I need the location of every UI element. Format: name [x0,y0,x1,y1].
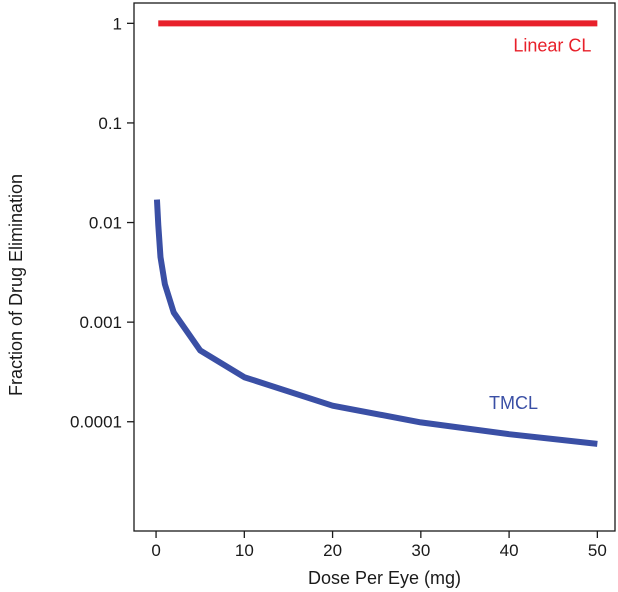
x-tick-label: 40 [500,541,519,560]
series-lines [153,20,598,447]
plot-border [133,2,616,532]
y-tick-label: 0.0001 [70,413,122,432]
y-axis: 1 0.1 0.01 0.001 0.0001 [70,14,134,432]
y-axis-title: Fraction of Drug Elimination [6,174,26,396]
series-label-tmcl: TMCL [489,393,538,413]
y-tick-label: 0.1 [98,114,122,133]
y-tick-label: 0.01 [89,214,122,233]
x-axis-title: Dose Per Eye (mg) [308,568,461,588]
x-tick-label: 20 [323,541,342,560]
series-line-tmcl [153,199,598,447]
x-tick-label: 10 [235,541,254,560]
x-axis: 0 10 20 30 40 50 [151,531,607,560]
x-tick-label: 30 [411,541,430,560]
y-tick-label: 0.001 [79,313,122,332]
plot-frame [133,2,616,532]
x-tick-label: 50 [588,541,607,560]
series-label-linear-cl: Linear CL [513,36,591,56]
y-tick-label: 1 [113,14,122,33]
x-tick-label: 0 [151,541,160,560]
